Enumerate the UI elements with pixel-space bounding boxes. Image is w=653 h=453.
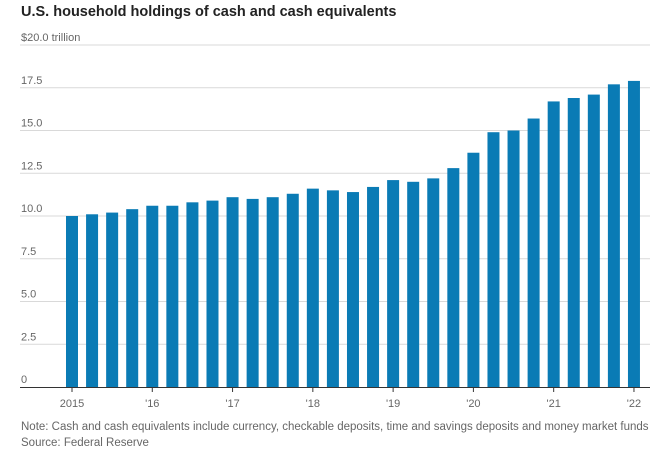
bar [487,132,500,387]
bar [266,197,279,387]
bar [346,192,359,387]
bar [627,80,640,387]
chart-title: U.S. household holdings of cash and cash… [21,4,397,20]
bar [447,168,460,387]
y-tick-label: 10.0 [21,203,42,215]
bar [507,130,520,387]
chart-source: Source: Federal Reserve [21,437,149,449]
bar [367,186,380,387]
y-tick-label: 15.0 [21,118,42,130]
y-tick-label: 0 [21,374,27,386]
bar [427,178,440,387]
x-tick-label: '22 [627,398,641,410]
bar [146,205,159,387]
bar [567,98,580,387]
bar [66,216,78,387]
bar [306,188,319,387]
x-tick-label: '20 [466,398,480,410]
bar [467,152,480,387]
bar [387,180,400,387]
bar [86,214,99,387]
y-tick-label: 5.0 [21,289,36,301]
bar [407,181,420,387]
chart-note: Note: Cash and cash equivalents include … [21,421,649,433]
bar [126,209,139,387]
bar [527,118,540,387]
y-tick-label: 12.5 [21,160,42,172]
x-axis: 2015 '16 '17 '18 '19 '20 '21 '22 [20,387,650,410]
y-tick-label: 17.5 [21,75,42,87]
y-tick-label: 7.5 [21,246,36,258]
bar [326,190,339,387]
bar [587,94,600,387]
y-axis-tick-labels: 0 2.5 5.0 7.5 10.0 12.5 15.0 17.5 $20.0 trillion [21,32,80,386]
x-tick-label: 2015 [60,398,84,410]
bar [106,212,119,387]
y-tick-label: 2.5 [21,331,36,343]
y-tick-label: $20.0 trillion [21,32,80,44]
bar [206,200,219,387]
x-tick-label: '21 [547,398,561,410]
x-tick-label: '18 [306,398,320,410]
bar [166,205,179,387]
bar [286,193,299,387]
bar [226,197,239,387]
bar [246,198,259,387]
bars [66,80,640,388]
x-tick-label: '16 [145,398,159,410]
bar [607,84,620,387]
bar [547,101,560,388]
x-tick-label: '19 [386,398,400,410]
x-tick-label: '17 [225,398,239,410]
bar [186,202,199,387]
